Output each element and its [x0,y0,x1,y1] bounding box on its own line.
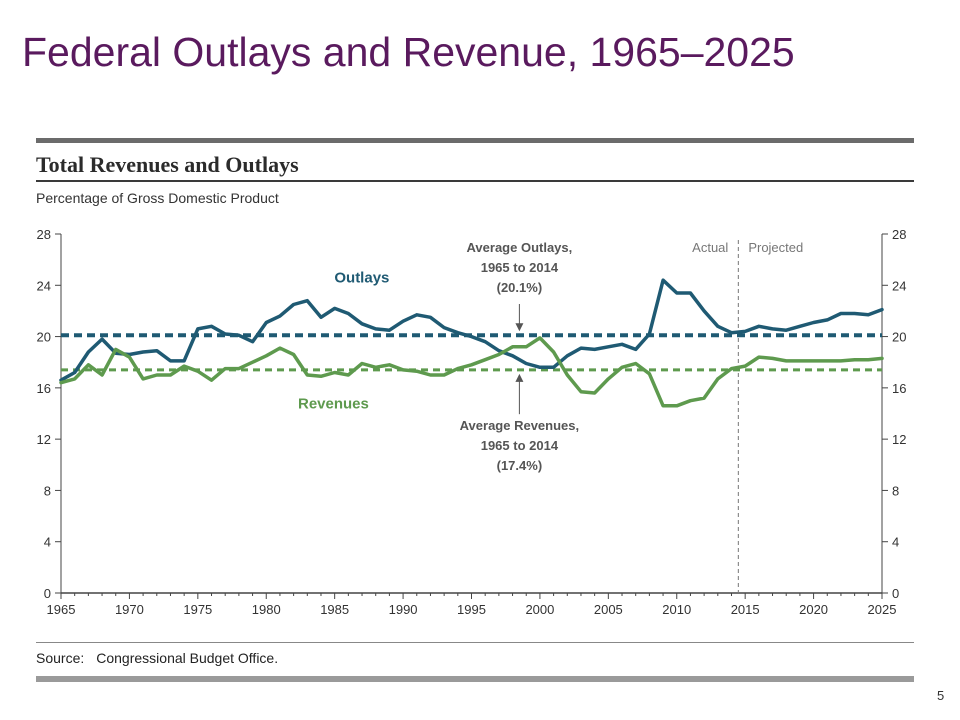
source-text: Congressional Budget Office. [96,650,279,666]
x-tick-label: 1995 [457,602,486,617]
x-tick-label: 2005 [594,602,623,617]
source-rule [36,642,914,643]
y-tick-label-left: 20 [37,330,51,345]
actual-label: Actual [692,240,728,255]
avg-revenues-callout-text: 1965 to 2014 [481,438,559,453]
source-note: Source: Congressional Budget Office. [36,650,278,666]
series-line-outlays [59,278,884,382]
y-tick-label-left: 8 [44,483,51,498]
figure-top-rule [36,138,914,143]
x-tick-label: 1990 [389,602,418,617]
avg-outlays-callout-text: Average Outlays, [467,240,573,255]
slide-title: Federal Outlays and Revenue, 1965–2025 [22,29,795,75]
y-tick-label-right: 16 [892,381,906,396]
y-tick-label-left: 4 [44,535,51,550]
y-tick-label-left: 24 [37,278,51,293]
series-lines [59,278,884,408]
avg-outlays-arrowhead [515,323,524,332]
chart-figure: Total Revenues and Outlays Percentage of… [36,138,914,682]
y-tick-label-left: 0 [44,586,51,601]
figure-title: Total Revenues and Outlays [36,150,914,182]
outlays-label: Outlays [334,270,389,287]
y-tick-label-right: 20 [892,330,906,345]
figure-bottom-rule [36,676,914,682]
y-tick-label-right: 8 [892,483,899,498]
projected-label: Projected [748,240,803,255]
x-tick-label: 2010 [662,602,691,617]
y-tick-label-right: 28 [892,227,906,242]
x-tick-label: 2000 [525,602,554,617]
x-tick-label: 2025 [868,602,897,617]
x-tick-label: 1975 [183,602,212,617]
y-tick-label-left: 28 [37,227,51,242]
y-tick-label-right: 0 [892,586,899,601]
avg-outlays-callout-text: 1965 to 2014 [481,260,559,275]
figure-subtitle: Percentage of Gross Domestic Product [36,190,279,206]
x-tick-label: 1970 [115,602,144,617]
y-tick-label-left: 16 [37,381,51,396]
series-line-revenues [59,336,884,408]
y-tick-label-right: 24 [892,278,906,293]
avg-revenues-arrowhead [515,373,524,382]
avg-revenues-callout-text: Average Revenues, [460,418,579,433]
x-tick-label: 1985 [320,602,349,617]
y-tick-label-right: 4 [892,535,899,550]
y-tick-label-left: 12 [37,432,51,447]
avg-outlays-callout-text: (20.1%) [497,280,543,295]
y-tick-label-right: 12 [892,432,906,447]
page-number: 5 [937,688,945,703]
x-tick-label: 1980 [252,602,281,617]
x-tick-label: 2015 [731,602,760,617]
x-tick-label: 2020 [799,602,828,617]
source-label: Source: [36,650,85,666]
revenues-label: Revenues [298,395,369,412]
avg-revenues-callout-text: (17.4%) [497,458,543,473]
annotations: Outlays Revenues Average Outlays, 1965 to 2… [298,240,579,473]
x-tick-label: 1965 [47,602,76,617]
